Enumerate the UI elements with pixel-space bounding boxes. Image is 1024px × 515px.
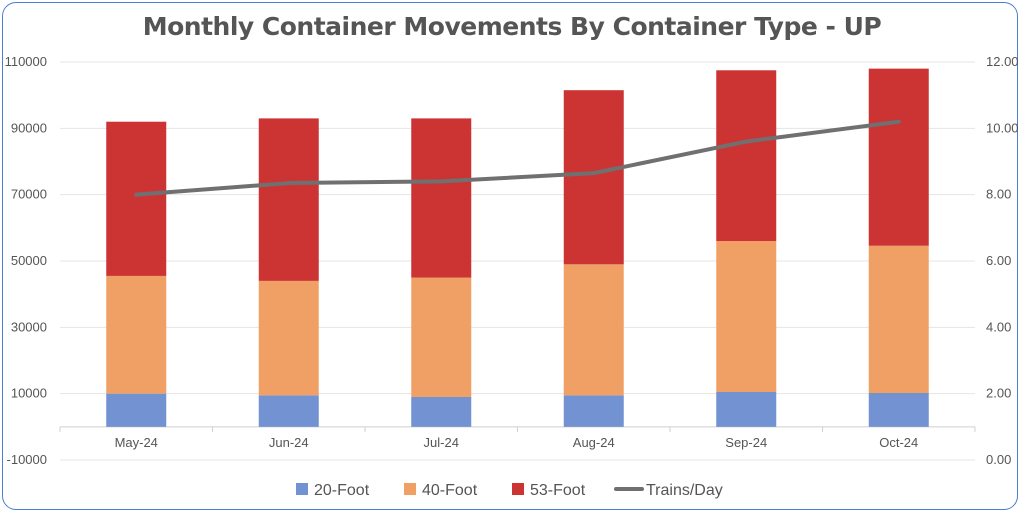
x-axis-category-label: Jun-24	[269, 435, 309, 450]
bar-40-foot-may-24	[106, 275, 167, 394]
x-axis-category-label: Sep-24	[725, 435, 767, 450]
right-axis-tick-label: 8.00	[986, 187, 1011, 202]
bar-53-foot-aug-24	[563, 90, 624, 265]
left-axis-tick-label: 30000	[11, 319, 47, 334]
bar-20-foot-may-24	[106, 393, 167, 427]
left-axis-tick-label: 70000	[11, 187, 47, 202]
legend-swatch-20-foot	[296, 483, 308, 495]
x-axis-category-label: Oct-24	[879, 435, 918, 450]
bar-53-foot-jun-24	[258, 118, 319, 281]
bar-53-foot-may-24	[106, 121, 167, 276]
bar-40-foot-sep-24	[716, 241, 777, 393]
x-axis-category-label: Jul-24	[424, 435, 459, 450]
x-axis-category-label: Aug-24	[573, 435, 615, 450]
bar-53-foot-jul-24	[411, 118, 472, 278]
right-axis-tick-label: 12.00	[986, 54, 1019, 69]
legend-swatch-53-foot	[512, 483, 524, 495]
left-axis-tick-label: 110000	[5, 54, 47, 69]
bar-20-foot-oct-24	[868, 393, 929, 427]
x-axis-category-label: May-24	[115, 435, 158, 450]
legend-label: Trains/Day	[646, 482, 723, 499]
bar-40-foot-aug-24	[563, 264, 624, 396]
bar-20-foot-jul-24	[411, 396, 472, 427]
right-axis-tick-label: 0.00	[986, 452, 1011, 467]
right-axis-tick-label: 6.00	[986, 253, 1011, 268]
bar-40-foot-oct-24	[868, 245, 929, 394]
left-axis-tick-label: 90000	[11, 120, 47, 135]
chart-frame	[2, 2, 1018, 510]
line-trains-per-day	[134, 119, 901, 197]
bar-20-foot-jun-24	[258, 395, 319, 427]
legend-label: 40-Foot	[422, 482, 478, 499]
bar-20-foot-aug-24	[563, 395, 624, 427]
legend-label: 20-Foot	[314, 482, 370, 499]
chart-title: Monthly Container Movements By Container…	[142, 12, 882, 41]
legend-label: 53-Foot	[530, 482, 586, 499]
bar-53-foot-sep-24	[716, 70, 777, 242]
bar-20-foot-sep-24	[716, 392, 777, 427]
right-axis-tick-label: 2.00	[986, 386, 1011, 401]
bar-53-foot-oct-24	[868, 68, 929, 246]
legend-swatch-40-foot	[404, 483, 416, 495]
left-axis-tick-label: -10000	[7, 452, 47, 467]
right-axis-tick-label: 10.00	[986, 120, 1019, 135]
left-axis-tick-label: 10000	[11, 386, 47, 401]
left-axis-tick-label: 50000	[11, 253, 47, 268]
right-axis-tick-label: 4.00	[986, 319, 1011, 334]
bar-40-foot-jul-24	[411, 277, 472, 397]
bar-40-foot-jun-24	[258, 280, 319, 396]
